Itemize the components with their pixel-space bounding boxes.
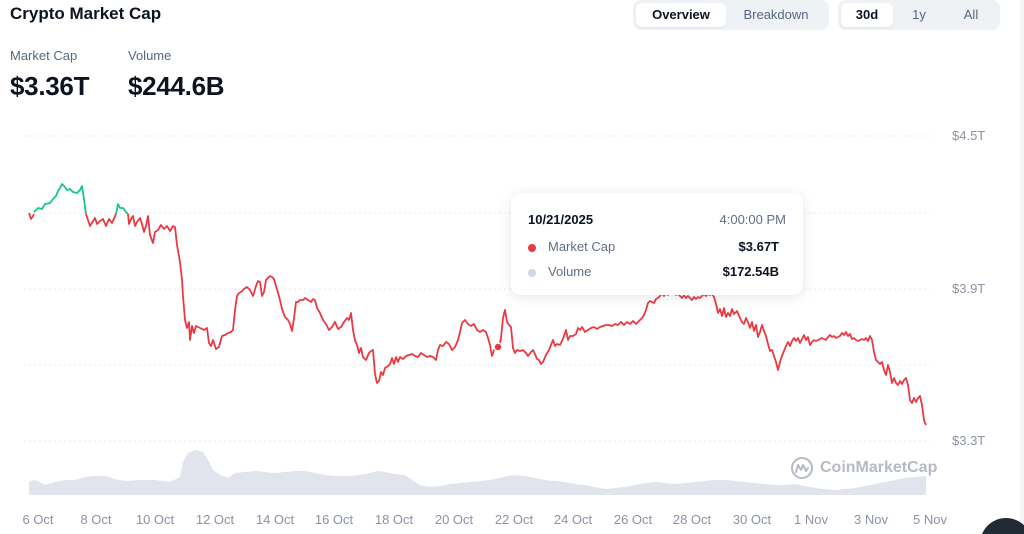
volume-value: $244.6B [128, 71, 225, 101]
x-tick: 10 Oct [135, 512, 175, 527]
market-cap-value: $3.36T [10, 71, 90, 101]
market-cap-line-up [33, 183, 129, 215]
page-title: Crypto Market Cap [10, 4, 162, 23]
range-30d[interactable]: 30d [841, 3, 893, 27]
tooltip-row-volume: Volume $172.54B [528, 264, 779, 282]
x-tick: 16 Oct [314, 512, 354, 527]
y-tick-3-9t: $3.9T [952, 281, 986, 296]
x-tick: 1 Nov [794, 512, 828, 527]
x-tick: 8 Oct [80, 512, 112, 527]
tooltip-volume-value: $172.54B [722, 264, 779, 279]
volume-dot-icon [528, 269, 536, 277]
x-tick: 26 Oct [613, 512, 653, 527]
coinmarketcap-watermark: CoinMarketCap [790, 456, 937, 480]
tooltip-row-market-cap: Market Cap $3.67T [528, 239, 779, 257]
tooltip-market-cap-value: $3.67T [738, 239, 779, 254]
volume-label: Volume [128, 48, 172, 63]
range-1y[interactable]: 1y [912, 7, 926, 22]
market-cap-label: Market Cap [10, 48, 78, 63]
view-toggle: Overview Breakdown [633, 0, 829, 30]
watermark-text: CoinMarketCap [820, 459, 938, 476]
tab-breakdown[interactable]: Breakdown [743, 7, 809, 22]
x-tick: 5 Nov [913, 512, 947, 527]
x-tick: 22 Oct [494, 512, 534, 527]
page-scrollbar[interactable] [1020, 0, 1024, 534]
floating-action-button[interactable] [980, 518, 1024, 534]
market-cap-line-down [28, 212, 927, 426]
range-all[interactable]: All [963, 7, 979, 22]
x-tick: 30 Oct [732, 512, 772, 527]
x-tick: 12 Oct [195, 512, 235, 527]
volume-area [29, 450, 926, 495]
hover-point [493, 342, 503, 352]
tooltip-date: 10/21/2025 [528, 212, 594, 227]
x-tick: 28 Oct [672, 512, 712, 527]
coinmarketcap-logo-icon [791, 457, 813, 479]
volume-stat: Volume $244.6B [128, 48, 225, 102]
tooltip-market-cap-label: Market Cap [548, 239, 616, 254]
market-cap-dot-icon [528, 244, 536, 252]
x-tick: 18 Oct [374, 512, 414, 527]
tooltip-time: 4:00:00 PM [719, 212, 787, 227]
tooltip-volume-label: Volume [548, 264, 592, 279]
tab-overview[interactable]: Overview [636, 3, 726, 27]
x-tick: 14 Oct [255, 512, 295, 527]
y-tick-4-5t: $4.5T [952, 128, 986, 143]
x-tick: 24 Oct [553, 512, 593, 527]
x-tick: 3 Nov [854, 512, 888, 527]
x-tick: 20 Oct [434, 512, 474, 527]
range-toggle: 30d 1y All [838, 0, 1000, 30]
market-cap-stat: Market Cap $3.36T [10, 48, 89, 102]
x-tick: 6 Oct [22, 512, 54, 527]
y-tick-3-3t: $3.3T [952, 433, 986, 448]
chart-tooltip: 10/21/2025 4:00:00 PM Market Cap $3.67T … [511, 193, 803, 295]
